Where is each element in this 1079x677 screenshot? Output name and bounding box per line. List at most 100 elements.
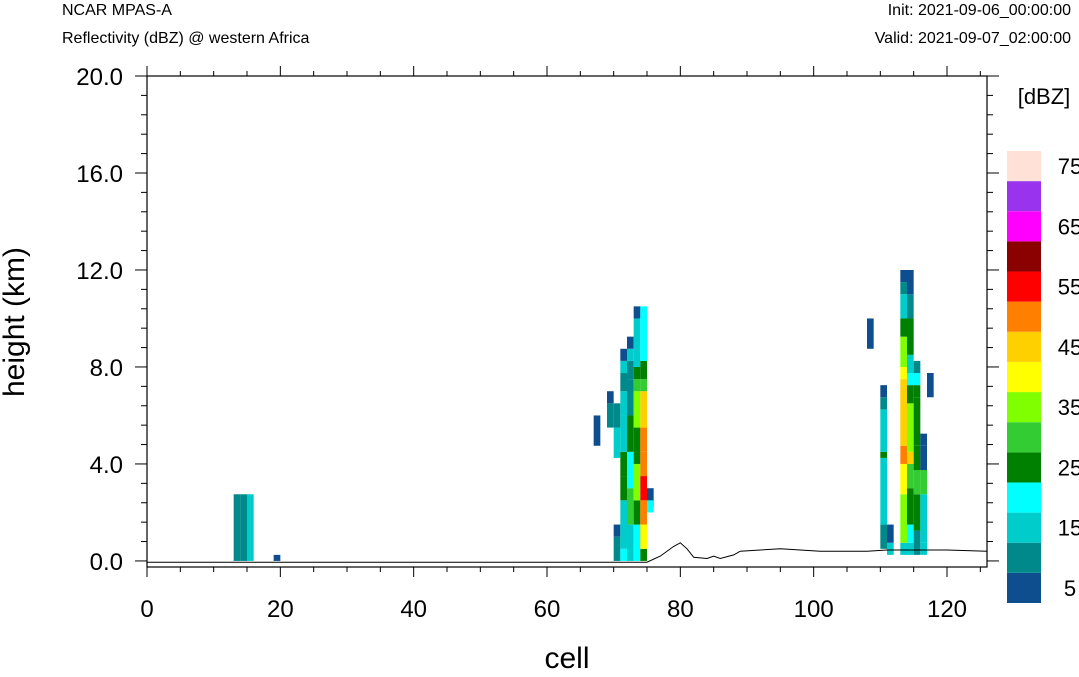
ground-line [147, 542, 988, 563]
colorbar-label: 55 [1058, 275, 1079, 300]
reflectivity-cell [647, 500, 654, 513]
reflectivity-cell [627, 360, 634, 380]
x-tick-label: 100 [794, 596, 834, 623]
colorbar-swatch [1007, 482, 1041, 513]
x-tick-label: 20 [267, 596, 294, 623]
x-tick-label: 80 [667, 596, 694, 623]
reflectivity-cell [907, 488, 914, 525]
reflectivity-cell [907, 385, 914, 404]
reflectivity-cell [633, 366, 641, 380]
reflectivity-cell [627, 451, 634, 489]
reflectivity-cell [633, 463, 641, 501]
y-tick-label: 16.0 [76, 161, 123, 188]
reflectivity-cells [233, 269, 934, 561]
reflectivity-cell [913, 385, 921, 398]
model-title: NCAR MPAS-A [62, 2, 172, 19]
reflectivity-cell [633, 500, 641, 525]
reflectivity-cell [640, 500, 647, 525]
colorbar-swatch [1007, 361, 1041, 393]
reflectivity-cell [620, 451, 627, 477]
reflectivity-cell [607, 403, 614, 428]
ground-profile [147, 542, 988, 563]
reflectivity-cell [913, 530, 921, 555]
reflectivity-cell [927, 373, 934, 398]
reflectivity-cell [640, 548, 647, 561]
reflectivity-cell [640, 427, 647, 452]
reflectivity-cell [907, 269, 914, 295]
reflectivity-cell [640, 306, 647, 361]
reflectivity-cell [880, 397, 887, 410]
colorbar-swatch [1007, 512, 1041, 543]
field-subtitle: Reflectivity (dBZ) @ western Africa [62, 30, 310, 47]
colorbar-label: 5 [1064, 576, 1076, 601]
reflectivity-cell [273, 554, 281, 561]
valid-time: Valid: 2021-09-07_02:00:00 [874, 30, 1071, 47]
reflectivity-cell [907, 542, 914, 555]
reflectivity-cell [613, 427, 621, 458]
reflectivity-cell [640, 379, 647, 392]
colorbar-swatch [1007, 211, 1041, 242]
reflectivity-cell [900, 542, 907, 555]
reflectivity-cell [640, 524, 647, 549]
reflectivity-cell [900, 269, 907, 283]
reflectivity-cell [913, 494, 921, 531]
reflectivity-cell [640, 360, 647, 380]
reflectivity-cell [907, 463, 914, 489]
reflectivity-cell [900, 336, 907, 367]
reflectivity-cell [627, 488, 634, 525]
reflectivity-cell [887, 524, 894, 543]
reflectivity-cell [627, 524, 634, 561]
reflectivity-cell [620, 548, 627, 561]
reflectivity-cell [633, 306, 641, 319]
reflectivity-cell [900, 494, 907, 543]
reflectivity-cell [880, 385, 887, 398]
colorbar-swatch [1007, 572, 1041, 603]
reflectivity-cell [900, 294, 907, 319]
reflectivity-cell [620, 360, 627, 374]
y-axis-title: height (km) [0, 247, 31, 397]
colorbar-swatch [1007, 271, 1041, 302]
reflectivity-cell [620, 373, 627, 392]
reflectivity-cell [907, 294, 914, 319]
colorbar-label: 75 [1058, 154, 1079, 179]
reflectivity-cell [640, 476, 647, 501]
reflectivity-cell [620, 391, 627, 416]
reflectivity-cell [920, 470, 927, 495]
reflectivity-cell [907, 354, 914, 374]
reflectivity-cell [613, 524, 621, 537]
colorbar-swatch [1007, 452, 1041, 483]
reflectivity-cell [907, 403, 914, 452]
reflectivity-cell [633, 391, 641, 428]
reflectivity-cell [593, 415, 601, 446]
reflectivity-cell [920, 433, 927, 446]
reflectivity-cell [920, 445, 927, 471]
reflectivity-cell [913, 445, 921, 471]
y-tick-label: 8.0 [90, 355, 123, 382]
reflectivity-cell [920, 494, 927, 543]
colorbar-swatch [1007, 151, 1041, 182]
y-tick-label: 20.0 [76, 64, 123, 91]
colorbar-swatch [1007, 301, 1041, 332]
reflectivity-cell [640, 451, 647, 477]
reflectivity-cell [907, 451, 914, 464]
x-axis-title: cell [544, 642, 589, 675]
plot-frame [146, 75, 988, 568]
colorbar-label: 35 [1058, 395, 1079, 420]
colorbar-swatch [1007, 331, 1041, 362]
reflectivity-cell [233, 494, 241, 561]
plot-axes: 0 20 40 60 80 100 120 0.0 4.0 8.0 12.0 16.0 20.0 [76, 64, 999, 623]
reflectivity-cell [620, 415, 627, 452]
colorbar-label: 65 [1058, 214, 1079, 239]
reflectivity-cell [907, 524, 914, 543]
reflectivity-cell [620, 500, 627, 549]
x-tick-label: 0 [140, 596, 153, 623]
reflectivity-cell [633, 318, 641, 367]
reflectivity-cell [627, 336, 634, 349]
colorbar-swatch [1007, 241, 1041, 272]
reflectivity-cell [627, 348, 634, 361]
x-tick-label: 60 [534, 596, 561, 623]
reflectivity-cell [880, 524, 887, 549]
reflectivity-cell [900, 463, 907, 495]
reflectivity-cell [627, 379, 634, 416]
